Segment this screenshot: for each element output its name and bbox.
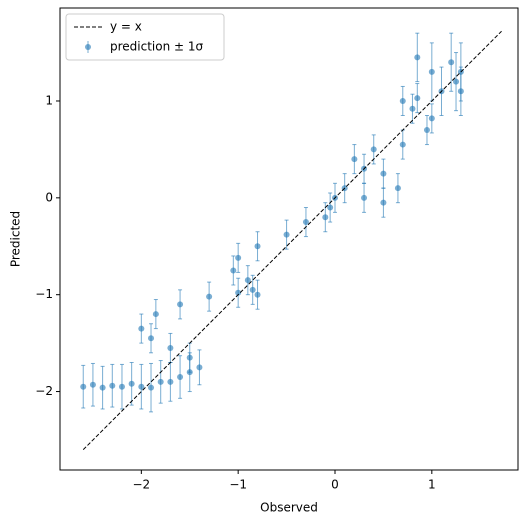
point (80, 383, 87, 390)
point (235, 289, 242, 296)
x-tick-label: −1 (229, 478, 247, 492)
point (394, 185, 401, 192)
point (230, 267, 237, 274)
plot-frame (59, 7, 519, 471)
point (235, 254, 242, 261)
point (327, 204, 334, 211)
y-tick-label: 1 (45, 93, 53, 107)
point (448, 59, 455, 66)
legend-label: y = x (110, 20, 142, 34)
x-tick-label: 1 (428, 478, 436, 492)
y-tick-label: 0 (45, 190, 53, 204)
point (148, 335, 155, 342)
point (249, 286, 256, 293)
point (118, 383, 125, 390)
point (428, 115, 435, 122)
point (138, 325, 145, 332)
point (89, 381, 96, 388)
x-tick-label: −2 (132, 478, 150, 492)
legend-marker (85, 44, 91, 50)
legend-label: prediction ± 1σ (110, 40, 204, 54)
point (177, 374, 184, 381)
point (414, 95, 421, 102)
point (157, 378, 164, 385)
x-tick-label: 0 (331, 478, 339, 492)
point (423, 127, 430, 134)
point (351, 156, 358, 163)
reference-line (82, 30, 502, 451)
point (399, 97, 406, 104)
point (167, 344, 174, 351)
point (453, 78, 460, 85)
point (254, 243, 261, 250)
point (99, 384, 106, 391)
point (380, 170, 387, 177)
point (409, 105, 416, 112)
point (167, 378, 174, 385)
point (206, 293, 213, 300)
y-tick-label: −1 (35, 287, 53, 301)
point (244, 277, 251, 284)
legend-box (65, 13, 225, 61)
point (254, 291, 261, 298)
point (380, 199, 387, 206)
point (152, 311, 159, 318)
point (109, 382, 116, 389)
point (177, 301, 184, 308)
point (370, 146, 377, 153)
point (414, 54, 421, 61)
y-axis-label: Predicted (9, 211, 23, 267)
x-axis-label: Observed (260, 501, 318, 515)
point (322, 214, 329, 221)
point (283, 231, 290, 238)
point (196, 364, 203, 371)
point (148, 384, 155, 391)
point (457, 88, 464, 95)
point (138, 383, 145, 390)
point (399, 141, 406, 148)
point (302, 219, 309, 226)
y-tick-label: −2 (35, 384, 53, 398)
point (428, 68, 435, 75)
point (361, 194, 368, 201)
point (186, 354, 193, 361)
point (128, 380, 135, 387)
